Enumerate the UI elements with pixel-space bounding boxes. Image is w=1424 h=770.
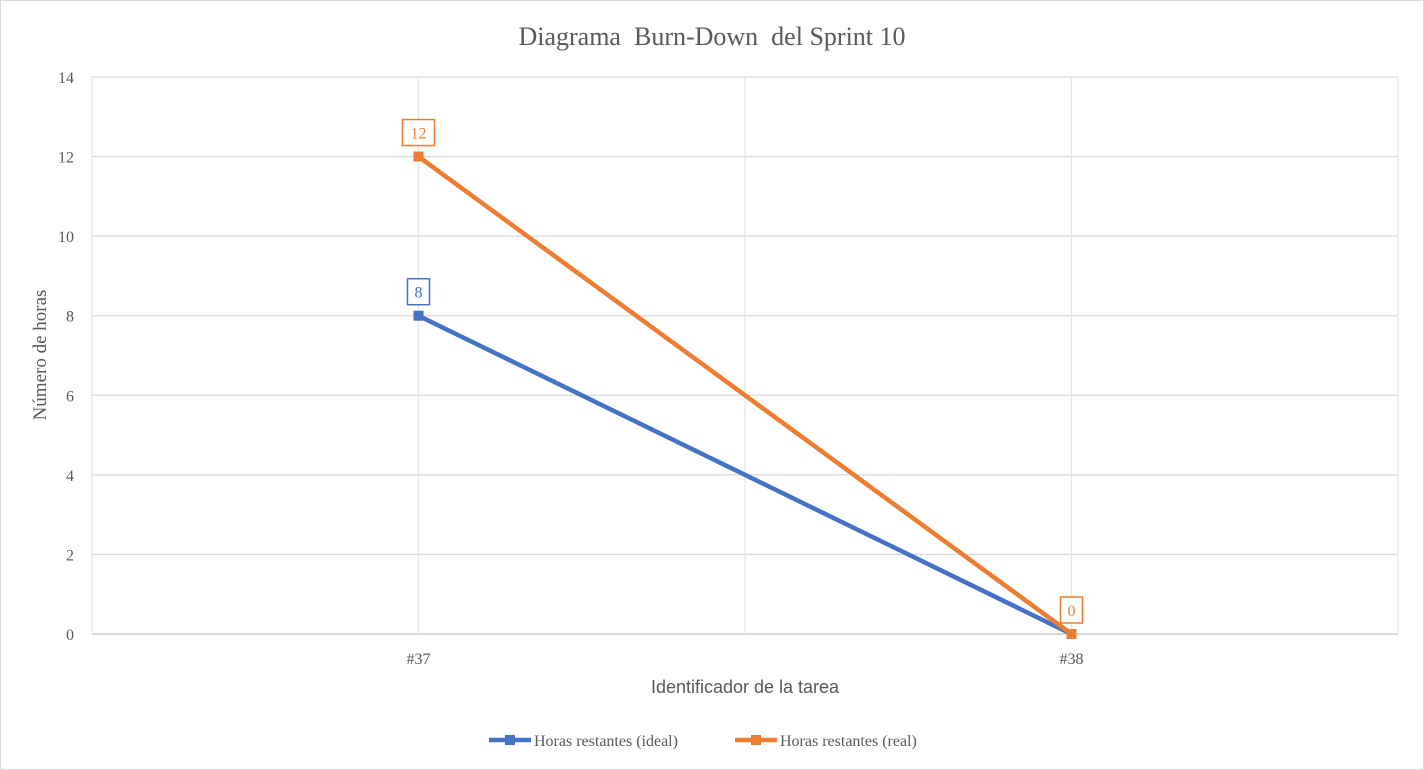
legend-marker <box>751 735 761 745</box>
x-axis-ticks: #37 #38 <box>407 651 1084 668</box>
y-tick-label: 0 <box>66 627 74 644</box>
x-tick-label: #37 <box>407 651 431 668</box>
data-point <box>413 151 424 162</box>
data-label: 8 <box>415 285 423 302</box>
data-label: 12 <box>411 126 427 143</box>
y-tick-label: 6 <box>66 388 74 405</box>
y-tick-label: 2 <box>66 547 74 564</box>
data-labels: 8 12 0 <box>401 118 1084 624</box>
gridlines <box>91 76 1399 635</box>
y-tick-label: 8 <box>66 309 74 326</box>
data-label: 0 <box>1068 603 1076 620</box>
data-point <box>413 310 424 321</box>
x-tick-label: #38 <box>1060 651 1084 668</box>
y-tick-label: 10 <box>58 229 74 246</box>
x-axis-label: Identificador de la tarea <box>651 677 840 697</box>
legend: Horas restantes (ideal) Horas restantes (… <box>489 733 917 750</box>
y-axis-label: Número de horas <box>30 290 51 421</box>
y-tick-label: 4 <box>66 468 74 485</box>
legend-marker <box>505 735 515 745</box>
series-line <box>417 313 1073 637</box>
data-label-box <box>1059 596 1084 624</box>
legend-label: Horas restantes (real) <box>780 733 917 750</box>
y-tick-label: 14 <box>58 70 74 87</box>
data-label-box <box>401 118 436 147</box>
series-layer <box>413 151 1077 639</box>
legend-label: Horas restantes (ideal) <box>534 733 678 750</box>
data-label-box <box>406 277 431 306</box>
data-point <box>1066 629 1077 639</box>
chart-title: Diagrama Burn-Down del Sprint 10 <box>518 22 905 51</box>
series-line <box>417 154 1073 636</box>
y-tick-label: 12 <box>58 150 74 167</box>
y-axis-ticks: 0 2 4 6 8 10 12 14 <box>58 70 74 644</box>
